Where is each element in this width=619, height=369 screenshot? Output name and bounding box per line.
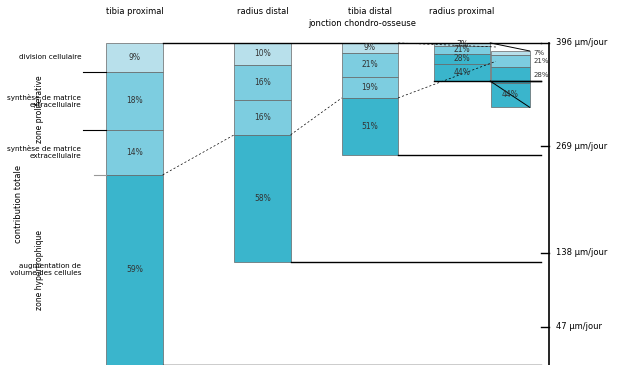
Text: 269 μm/jour: 269 μm/jour bbox=[556, 142, 607, 151]
Text: 7%: 7% bbox=[534, 50, 545, 56]
Bar bbox=[434, 46, 490, 54]
Bar bbox=[491, 55, 530, 67]
Bar bbox=[235, 65, 291, 100]
Bar bbox=[106, 72, 163, 130]
Text: 396 μm/jour: 396 μm/jour bbox=[556, 38, 608, 48]
Text: 19%: 19% bbox=[361, 83, 378, 92]
Text: zone proliferative: zone proliferative bbox=[35, 75, 44, 143]
Bar bbox=[491, 67, 530, 83]
Text: 28%: 28% bbox=[534, 72, 549, 77]
Text: 44%: 44% bbox=[454, 68, 470, 77]
Text: augmentation de
volume des cellules: augmentation de volume des cellules bbox=[10, 263, 81, 276]
Text: 14%: 14% bbox=[126, 148, 143, 157]
Text: 28%: 28% bbox=[454, 55, 470, 63]
Bar bbox=[342, 77, 398, 98]
Text: contribution totale: contribution totale bbox=[14, 165, 24, 243]
Text: synthèse de matrice
extracellulaire: synthèse de matrice extracellulaire bbox=[7, 145, 81, 159]
Text: 10%: 10% bbox=[254, 49, 271, 58]
Bar bbox=[342, 98, 398, 155]
Text: 59%: 59% bbox=[126, 265, 143, 275]
Bar bbox=[235, 43, 291, 65]
Text: 16%: 16% bbox=[254, 78, 271, 87]
Text: 9%: 9% bbox=[364, 44, 376, 52]
Text: 16%: 16% bbox=[254, 113, 271, 122]
Text: 58%: 58% bbox=[254, 194, 271, 203]
Bar bbox=[342, 53, 398, 77]
Bar bbox=[342, 43, 398, 53]
Bar bbox=[434, 43, 490, 46]
Bar bbox=[106, 175, 163, 365]
Text: 44%: 44% bbox=[502, 90, 519, 99]
Text: 21%: 21% bbox=[454, 45, 470, 54]
Bar bbox=[491, 51, 530, 55]
Text: 47 μm/jour: 47 μm/jour bbox=[556, 322, 602, 331]
Bar bbox=[235, 100, 291, 135]
Text: 9%: 9% bbox=[129, 53, 141, 62]
Text: 138 μm/jour: 138 μm/jour bbox=[556, 248, 608, 257]
Text: 7%: 7% bbox=[456, 40, 468, 49]
Text: 21%: 21% bbox=[534, 58, 549, 64]
Text: zone hypertrophique: zone hypertrophique bbox=[35, 230, 44, 310]
Text: 21%: 21% bbox=[361, 60, 378, 69]
Text: tibia proximal: tibia proximal bbox=[106, 7, 163, 15]
Bar bbox=[434, 64, 490, 81]
Text: radius proximal: radius proximal bbox=[430, 7, 495, 15]
Text: division cellulaire: division cellulaire bbox=[19, 54, 81, 61]
Text: 18%: 18% bbox=[126, 96, 143, 106]
Bar bbox=[106, 130, 163, 175]
Bar bbox=[235, 135, 291, 262]
Bar bbox=[106, 43, 163, 72]
Text: 51%: 51% bbox=[361, 122, 378, 131]
Bar bbox=[434, 54, 490, 64]
Bar bbox=[491, 83, 530, 107]
Text: synthèse de matrice
extracellulaire: synthèse de matrice extracellulaire bbox=[7, 94, 81, 108]
Text: tibia distal: tibia distal bbox=[348, 7, 392, 15]
Text: radius distal: radius distal bbox=[236, 7, 288, 15]
Text: jonction chondro-osseuse: jonction chondro-osseuse bbox=[308, 20, 417, 28]
